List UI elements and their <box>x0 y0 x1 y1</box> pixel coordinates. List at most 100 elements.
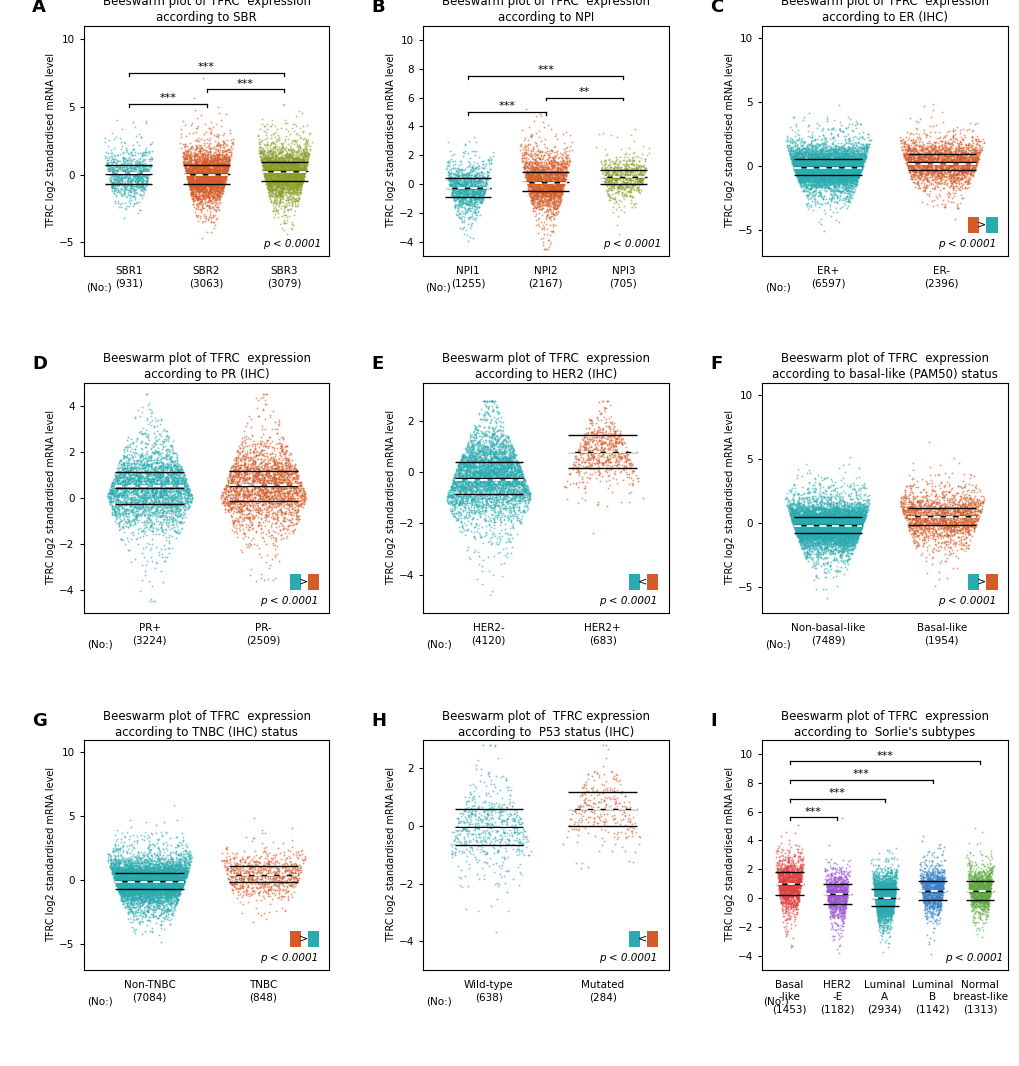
Point <box>486 471 502 488</box>
Point <box>162 886 178 903</box>
Point <box>511 463 527 480</box>
Point <box>144 870 160 887</box>
Point <box>464 482 480 499</box>
Point <box>157 484 173 501</box>
Point <box>442 151 459 168</box>
Point <box>622 823 638 840</box>
Point <box>458 192 474 209</box>
Point <box>135 871 151 888</box>
Point <box>896 146 912 163</box>
Point <box>487 433 503 450</box>
Point <box>135 491 151 508</box>
Point <box>588 424 604 441</box>
Point <box>131 469 148 486</box>
Point <box>813 544 829 561</box>
Point <box>210 178 226 195</box>
Point <box>839 164 855 181</box>
Point <box>490 473 506 490</box>
Point <box>148 869 164 886</box>
Point <box>928 154 945 171</box>
Point <box>149 467 165 484</box>
Point <box>173 869 190 886</box>
Point <box>265 151 281 168</box>
Point <box>129 472 146 489</box>
Point <box>840 162 856 179</box>
Point <box>852 480 868 497</box>
Point <box>806 165 822 182</box>
Point <box>222 144 238 161</box>
Point <box>489 399 505 416</box>
Point <box>837 536 853 553</box>
Point <box>886 886 902 903</box>
Point <box>877 883 894 900</box>
Point <box>156 459 172 477</box>
Point <box>145 504 161 521</box>
Point <box>176 475 193 492</box>
Point <box>454 446 471 463</box>
Point <box>279 475 296 492</box>
Point <box>280 169 297 187</box>
Point <box>127 877 144 894</box>
Point <box>826 158 843 175</box>
Point <box>550 169 567 187</box>
Point <box>900 467 916 484</box>
Point <box>917 891 933 908</box>
Point <box>619 446 635 463</box>
Point <box>463 181 479 198</box>
Point <box>799 505 815 522</box>
Point <box>931 157 948 174</box>
Point <box>946 163 962 180</box>
Point <box>933 878 950 895</box>
Point <box>788 165 804 182</box>
Point <box>204 154 220 171</box>
Point <box>842 157 858 174</box>
Point <box>211 181 227 198</box>
Point <box>804 519 820 536</box>
Point <box>830 489 847 506</box>
Point <box>543 180 559 197</box>
Point <box>868 892 884 909</box>
Point <box>807 512 823 529</box>
Point <box>242 871 258 888</box>
Point <box>540 163 556 180</box>
Point <box>190 172 206 189</box>
Point <box>791 172 807 189</box>
Point <box>197 174 213 191</box>
Point <box>853 512 869 529</box>
Point <box>914 158 930 175</box>
Point <box>161 499 177 516</box>
Point <box>821 159 838 176</box>
Point <box>261 159 277 176</box>
Point <box>783 883 799 900</box>
Point <box>272 466 288 483</box>
Point <box>877 887 894 904</box>
Point <box>905 160 921 177</box>
Point <box>276 159 292 176</box>
Point <box>884 875 901 892</box>
Point <box>127 863 144 881</box>
Point <box>139 866 155 883</box>
Point <box>867 891 883 908</box>
Point <box>109 867 125 884</box>
Point <box>235 497 252 514</box>
Point <box>853 508 869 526</box>
Point <box>827 150 844 167</box>
Point <box>955 508 971 526</box>
Point <box>830 528 847 545</box>
Point <box>179 147 196 164</box>
Point <box>947 511 963 528</box>
Point <box>547 176 564 193</box>
Point <box>793 129 809 146</box>
Point <box>799 161 815 178</box>
Point <box>832 890 848 907</box>
Point <box>869 888 886 905</box>
Point <box>832 147 848 164</box>
Point <box>196 158 212 175</box>
Point <box>777 876 794 893</box>
Point <box>964 882 980 899</box>
Point <box>146 877 162 894</box>
Point <box>269 484 285 501</box>
Point <box>165 875 181 892</box>
Point <box>281 184 298 201</box>
Point <box>784 859 800 876</box>
